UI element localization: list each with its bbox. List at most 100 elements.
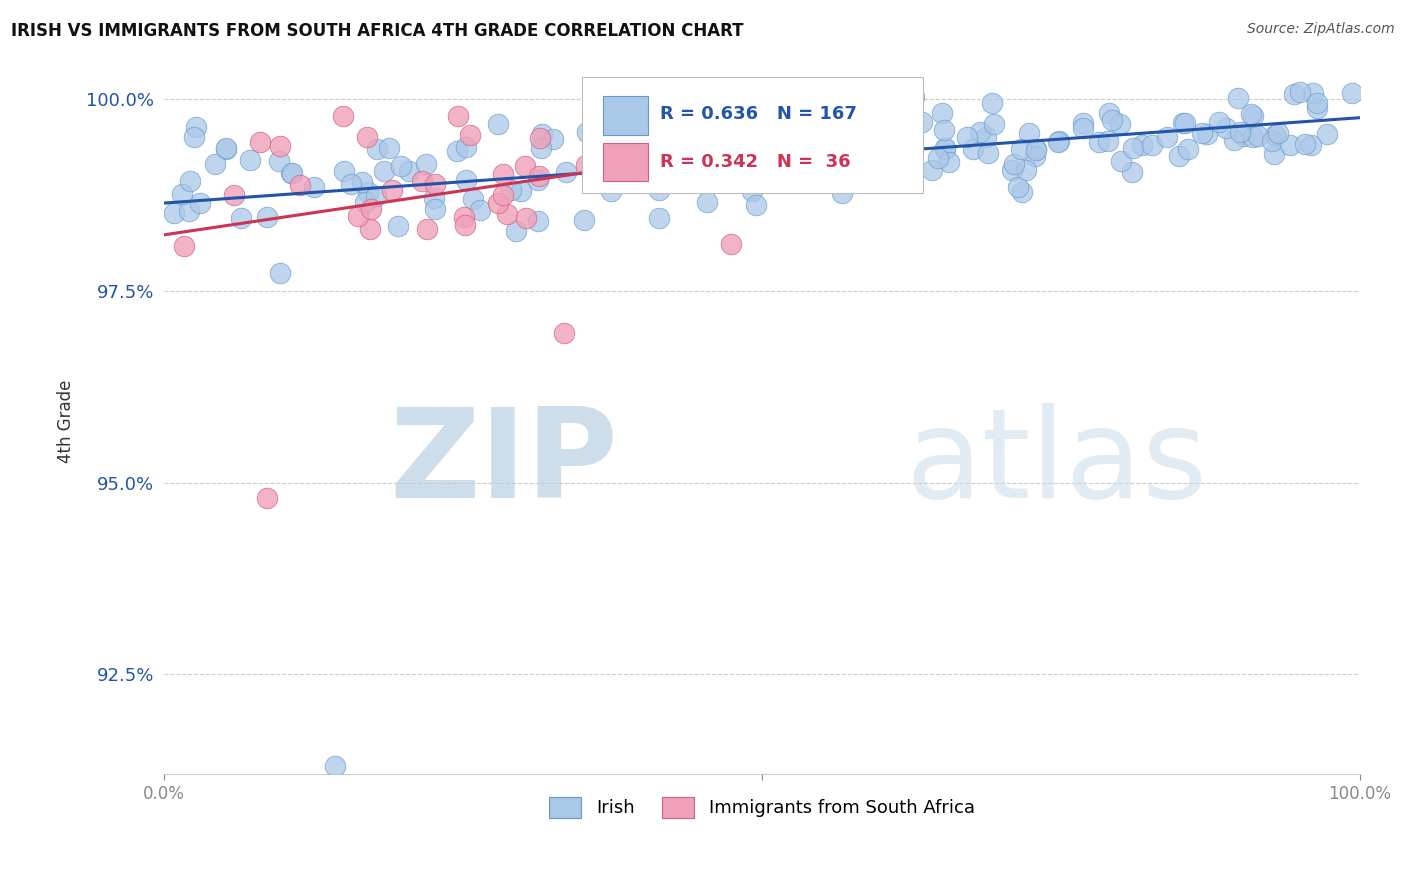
Point	[184, 120, 207, 135]
Point	[1247, 128, 1270, 143]
Point	[323, 759, 346, 773]
Text: atlas: atlas	[905, 403, 1208, 524]
Point	[387, 219, 409, 234]
Point	[738, 147, 761, 161]
Point	[256, 211, 278, 225]
Point	[188, 195, 211, 210]
Point	[741, 184, 763, 198]
Point	[1010, 142, 1032, 156]
Point	[492, 167, 515, 181]
Point	[751, 157, 773, 171]
Point	[267, 153, 290, 168]
Point	[224, 187, 246, 202]
Point	[229, 211, 252, 225]
Point	[356, 129, 378, 144]
Point	[364, 189, 387, 203]
Point	[377, 141, 399, 155]
Point	[1121, 164, 1143, 178]
Point	[790, 148, 813, 162]
Point	[1109, 117, 1132, 131]
Point	[359, 222, 381, 236]
Point	[1177, 142, 1199, 156]
Point	[350, 175, 373, 189]
Text: Source: ZipAtlas.com: Source: ZipAtlas.com	[1247, 22, 1395, 37]
Point	[288, 178, 311, 192]
Point	[1174, 115, 1197, 129]
Point	[678, 148, 700, 162]
Point	[513, 159, 536, 173]
Point	[173, 239, 195, 253]
Point	[1233, 129, 1256, 144]
Point	[745, 119, 768, 133]
Point	[1001, 163, 1024, 178]
Text: ZIP: ZIP	[389, 403, 619, 524]
Point	[962, 142, 984, 156]
Point	[1025, 142, 1047, 156]
Point	[1229, 125, 1251, 139]
Point	[269, 266, 291, 280]
Point	[499, 184, 522, 198]
Point	[769, 139, 792, 153]
Legend: Irish, Immigrants from South Africa: Irish, Immigrants from South Africa	[541, 789, 981, 825]
Point	[1294, 136, 1316, 151]
Point	[574, 212, 596, 227]
Point	[1302, 86, 1324, 100]
Point	[505, 224, 527, 238]
Point	[1071, 121, 1094, 136]
Point	[269, 139, 291, 153]
Text: IRISH VS IMMIGRANTS FROM SOUTH AFRICA 4TH GRADE CORRELATION CHART: IRISH VS IMMIGRANTS FROM SOUTH AFRICA 4T…	[11, 22, 744, 40]
Point	[204, 157, 226, 171]
Point	[381, 184, 404, 198]
Point	[177, 204, 200, 219]
Point	[347, 210, 370, 224]
Point	[1288, 85, 1310, 99]
Point	[1195, 127, 1218, 141]
Point	[515, 211, 537, 225]
Point	[1130, 138, 1153, 153]
Point	[1306, 96, 1329, 111]
Point	[541, 132, 564, 146]
Point	[1007, 180, 1029, 194]
Point	[463, 192, 485, 206]
Point	[1226, 91, 1249, 105]
Point	[734, 149, 756, 163]
Point	[391, 160, 413, 174]
Point	[170, 186, 193, 201]
Point	[974, 130, 997, 145]
Point	[702, 174, 724, 188]
Point	[749, 136, 772, 150]
Point	[332, 109, 354, 123]
Point	[745, 198, 768, 212]
Point	[353, 195, 375, 210]
Point	[738, 172, 761, 186]
Point	[1024, 149, 1046, 163]
Point	[1171, 116, 1194, 130]
Point	[1223, 133, 1246, 147]
Point	[280, 166, 302, 180]
Point	[720, 236, 742, 251]
Point	[491, 188, 513, 202]
Point	[709, 136, 731, 150]
Point	[727, 126, 749, 140]
Point	[769, 90, 792, 104]
Point	[527, 169, 550, 184]
Point	[163, 206, 186, 220]
Point	[683, 128, 706, 142]
Point	[720, 103, 742, 117]
Point	[644, 149, 666, 163]
Point	[934, 141, 956, 155]
Point	[281, 165, 304, 179]
Point	[486, 117, 509, 131]
Point	[612, 151, 634, 165]
Point	[755, 141, 778, 155]
Point	[249, 135, 271, 149]
Point	[1046, 135, 1069, 149]
Point	[1241, 109, 1264, 123]
Point	[932, 123, 955, 137]
Point	[1282, 87, 1305, 102]
Point	[454, 173, 477, 187]
Point	[495, 207, 517, 221]
Point	[1087, 135, 1109, 149]
Point	[179, 174, 201, 188]
Point	[458, 128, 481, 142]
